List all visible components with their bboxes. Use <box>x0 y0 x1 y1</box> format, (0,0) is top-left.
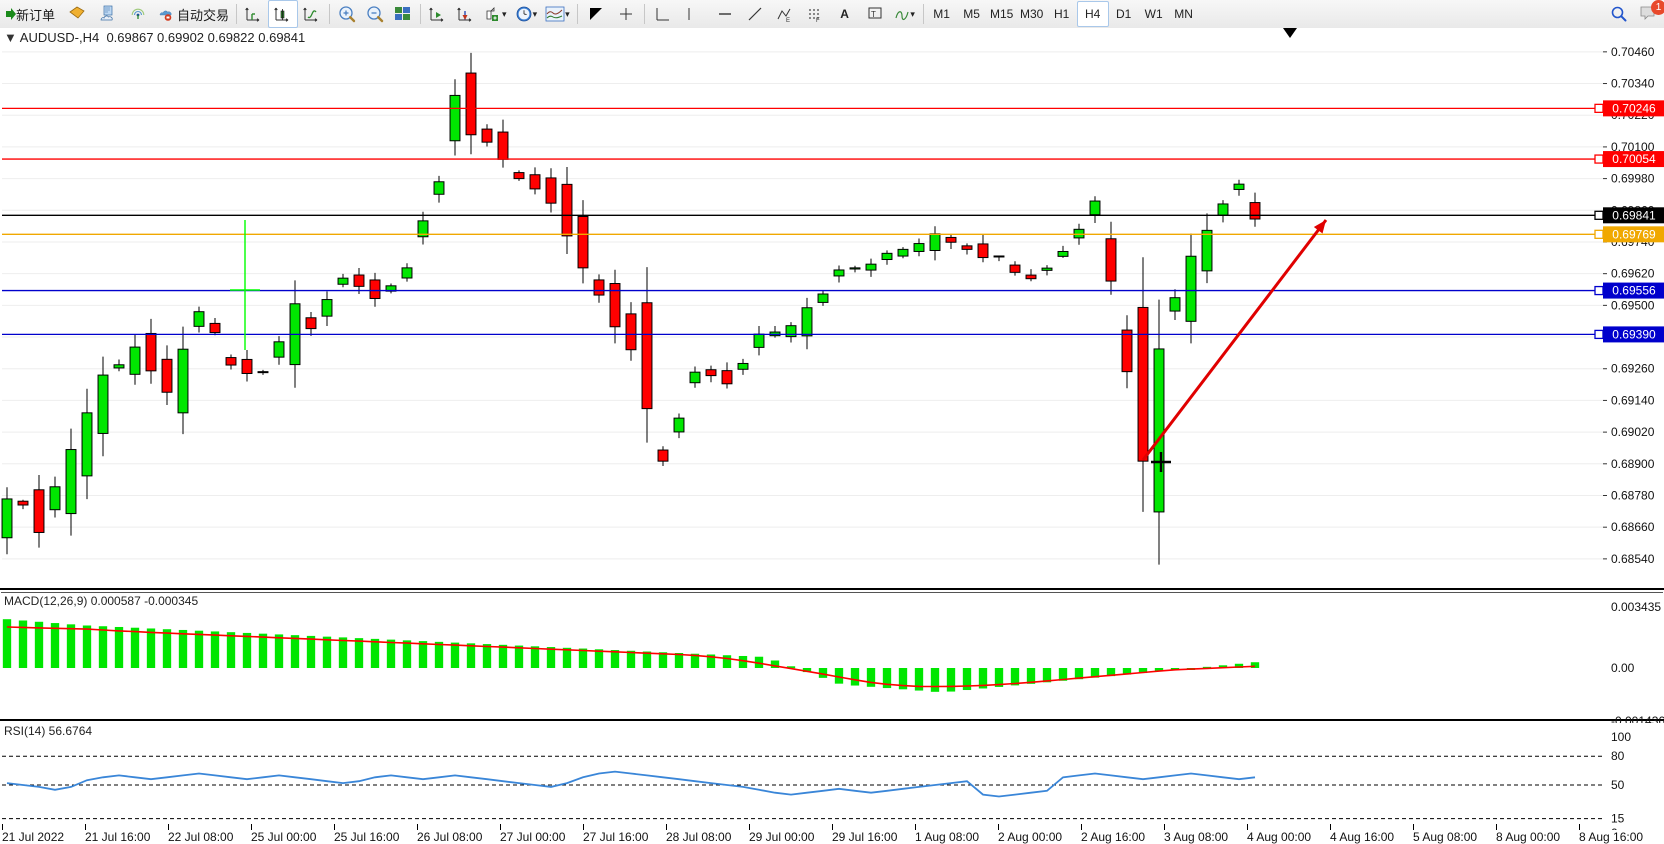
svg-text:-0.001436: -0.001436 <box>1611 714 1664 723</box>
svg-text:0.69500: 0.69500 <box>1611 298 1655 312</box>
svg-text:50: 50 <box>1611 778 1625 792</box>
svg-text:0.69769: 0.69769 <box>1612 227 1656 241</box>
svg-text:0.68660: 0.68660 <box>1611 520 1655 534</box>
svg-text:0.68900: 0.68900 <box>1611 457 1655 471</box>
svg-text:0.69140: 0.69140 <box>1611 393 1655 407</box>
svg-text:F: F <box>816 18 820 22</box>
svg-text:T: T <box>871 10 876 19</box>
svg-text:E: E <box>786 18 790 23</box>
svg-text:0.70246: 0.70246 <box>1612 101 1656 115</box>
svg-text:0.68780: 0.68780 <box>1611 488 1655 502</box>
svg-text:0.69260: 0.69260 <box>1611 362 1655 376</box>
svg-text:0.69390: 0.69390 <box>1612 327 1656 341</box>
svg-text:100: 100 <box>1611 730 1631 744</box>
svg-text:0.68540: 0.68540 <box>1611 552 1655 566</box>
svg-text:0.003435: 0.003435 <box>1611 600 1661 614</box>
svg-text:15: 15 <box>1611 812 1625 826</box>
svg-text:0.69841: 0.69841 <box>1612 208 1656 222</box>
svg-text:0.69620: 0.69620 <box>1611 267 1655 281</box>
svg-text:0.69020: 0.69020 <box>1611 425 1655 439</box>
svg-text:0.69980: 0.69980 <box>1611 172 1655 186</box>
svg-text:80: 80 <box>1611 749 1625 763</box>
svg-text:0.70460: 0.70460 <box>1611 45 1655 59</box>
svg-text:0.69556: 0.69556 <box>1612 284 1656 298</box>
svg-text:0.00: 0.00 <box>1611 661 1635 675</box>
svg-text:0.70054: 0.70054 <box>1612 152 1656 166</box>
svg-text:0.70340: 0.70340 <box>1611 77 1655 91</box>
